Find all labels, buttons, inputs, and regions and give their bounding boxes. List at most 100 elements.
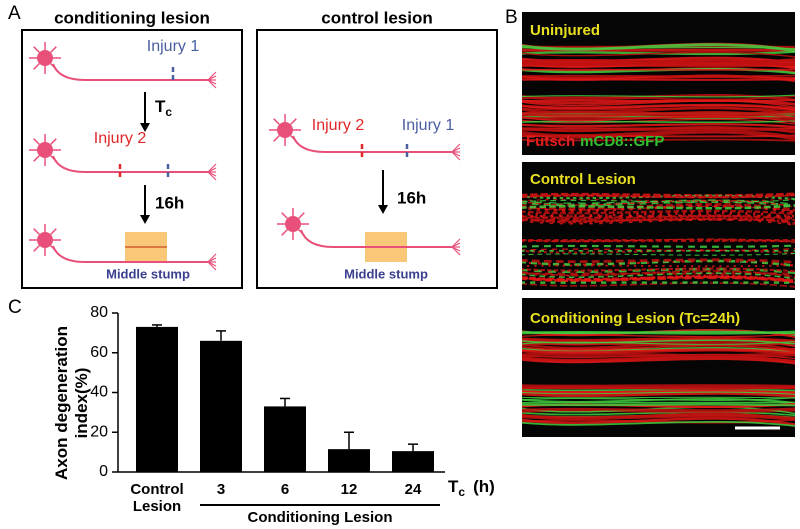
dendrite	[273, 135, 280, 142]
fiber	[522, 192, 795, 197]
fiber	[522, 407, 795, 412]
fiber	[522, 95, 795, 100]
fiber	[522, 131, 795, 141]
dendrite	[50, 228, 57, 235]
fiber	[522, 215, 795, 221]
dendrite	[281, 229, 288, 236]
panel-box	[256, 29, 498, 289]
fiber	[522, 272, 795, 280]
fiber	[522, 58, 795, 65]
terminal	[207, 79, 217, 89]
image-label: Uninjured	[530, 22, 600, 39]
fiber	[522, 333, 795, 338]
fiber	[522, 68, 795, 71]
fiber	[522, 397, 795, 401]
fiber	[522, 199, 795, 203]
panel-box	[21, 29, 243, 289]
terminal	[207, 75, 217, 81]
error-bar	[408, 443, 418, 452]
fiber	[522, 61, 795, 67]
fiber	[522, 391, 795, 399]
fiber	[522, 204, 795, 210]
error-bar	[152, 324, 162, 327]
bar	[328, 449, 370, 472]
fiber	[522, 100, 795, 109]
image-label: Conditioning Lesion (Tc=24h)	[530, 310, 740, 327]
dendrite	[33, 63, 40, 70]
fiber	[522, 330, 795, 335]
injury-label: Injury 1	[147, 38, 200, 55]
fiber	[522, 391, 795, 395]
time-label: 16h	[397, 188, 426, 207]
time-label: 16h	[155, 193, 184, 212]
fiber	[522, 337, 795, 342]
interval-label: Tc	[155, 97, 172, 119]
interval-sub: c	[165, 105, 172, 119]
fiber	[522, 350, 795, 357]
injury-label: Injury 1	[402, 117, 455, 134]
fiber	[522, 202, 795, 212]
soma	[37, 50, 53, 66]
stump-label: Middle stump	[344, 266, 428, 281]
fiber	[522, 215, 795, 226]
soma	[37, 142, 53, 158]
fiber	[522, 341, 795, 347]
fiber	[522, 384, 795, 388]
fiber	[522, 112, 795, 117]
fiber	[522, 274, 795, 284]
fiber	[522, 43, 795, 53]
x-tick-label: 3	[216, 481, 226, 498]
injury-label: Injury 2	[312, 117, 365, 134]
bar	[136, 326, 178, 472]
dendrite	[50, 63, 57, 70]
fiber	[522, 125, 795, 134]
fiber	[522, 193, 795, 198]
fibers	[522, 42, 795, 427]
fiber	[522, 337, 795, 344]
fiber	[522, 357, 795, 365]
fiber	[522, 209, 795, 216]
fiber	[522, 99, 795, 103]
soma	[37, 232, 53, 248]
terminal	[451, 151, 461, 161]
y-tick-label: 80	[90, 304, 108, 321]
fiber	[522, 120, 795, 124]
stain-red: Futsch	[526, 133, 575, 150]
fiber	[522, 421, 795, 427]
y-tick-label: 0	[99, 463, 108, 480]
fiber	[522, 74, 795, 77]
fiber	[522, 107, 795, 112]
dendrite	[50, 138, 57, 145]
arrow-head	[140, 215, 150, 224]
fiber	[522, 118, 795, 125]
stain-green: mCD8::GFP	[580, 133, 664, 150]
box-title: conditioning lesion	[54, 8, 210, 27]
y-tick-label: 40	[90, 384, 108, 401]
x-tick-label: 12	[340, 481, 358, 498]
dendrite	[33, 155, 40, 162]
fiber-group	[522, 42, 795, 83]
interval-main: T	[155, 97, 166, 116]
panel-label: B	[505, 7, 518, 28]
dendrite	[290, 135, 297, 142]
dendrite	[298, 212, 305, 219]
fiber	[522, 199, 795, 208]
fiber	[522, 110, 795, 116]
fiber-group	[522, 238, 795, 288]
x-axis-label: Tc (h)	[448, 477, 495, 499]
fiber	[522, 103, 795, 111]
fiber	[522, 403, 795, 407]
fiber	[522, 258, 795, 264]
arrow-head	[378, 205, 388, 214]
fiber	[522, 138, 795, 142]
x-label-unit: (h)	[473, 477, 495, 496]
dendrite	[33, 228, 40, 235]
fiber	[522, 339, 795, 345]
fiber	[522, 252, 795, 256]
fiber	[522, 355, 795, 363]
fiber	[522, 249, 795, 255]
dendrite	[281, 212, 288, 219]
bar	[392, 451, 434, 472]
fiber	[522, 389, 795, 395]
stain-legend: Futsch mCD8::GFP	[526, 133, 664, 150]
